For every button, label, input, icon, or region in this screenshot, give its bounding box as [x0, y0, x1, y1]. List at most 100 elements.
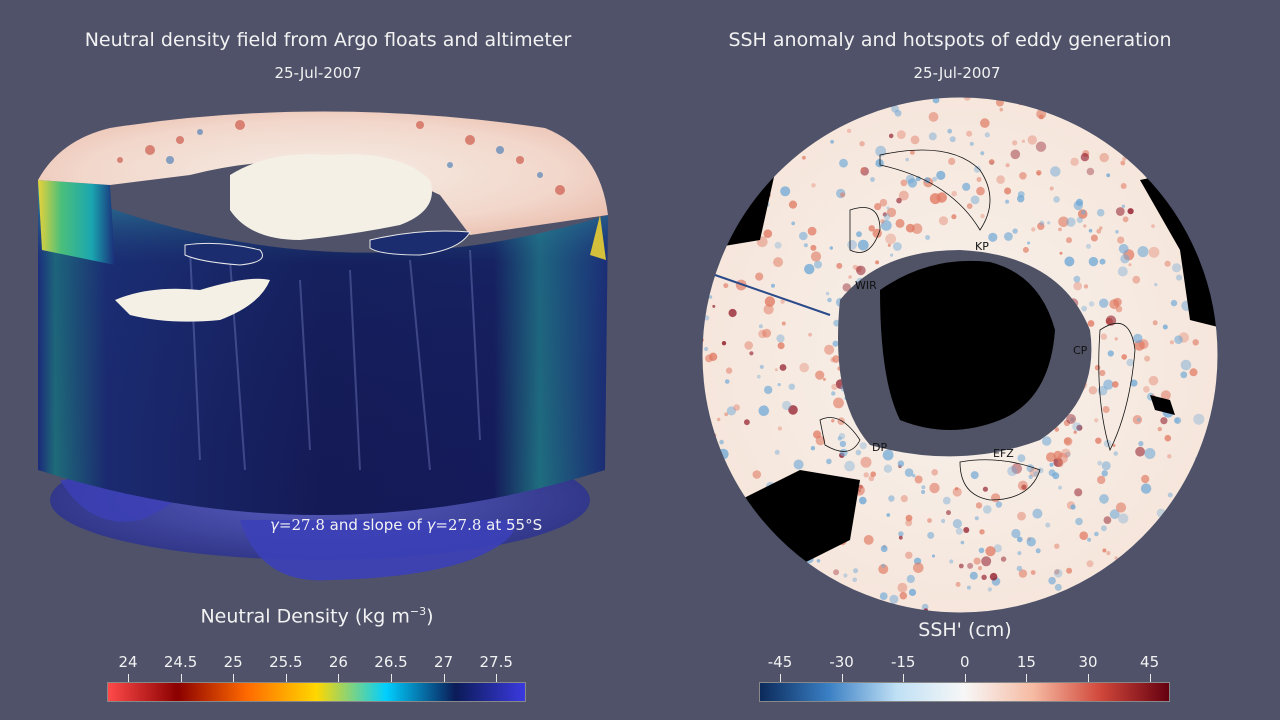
- ssh-anomaly-speckle: [976, 186, 985, 196]
- ssh-anomaly-speckle: [1107, 350, 1114, 357]
- ssh-anomaly-speckle: [1115, 207, 1125, 216]
- ssh-anomaly-speckle: [1033, 471, 1039, 477]
- ssh-anomaly-speckle: [914, 475, 923, 484]
- ssh-anomaly-speckle: [1120, 254, 1130, 264]
- ssh-tick-label: 30: [1078, 653, 1098, 671]
- ssh-anomaly-speckle: [1079, 531, 1088, 540]
- ssh-anomaly-speckle: [868, 225, 875, 232]
- ssh-anomaly-speckle: [949, 136, 956, 143]
- ssh-anomaly-speckle: [1094, 364, 1101, 371]
- ssh-anomaly-speckle: [1049, 462, 1054, 467]
- ssh-anomaly-speckle: [927, 518, 932, 523]
- ssh-anomaly-speckle: [1118, 243, 1129, 254]
- ssh-anomaly-speckle: [1174, 417, 1180, 424]
- ssh-anomaly-speckle: [879, 592, 888, 600]
- ssh-anomaly-speckle: [1180, 371, 1188, 379]
- ssh-anomaly-speckle: [712, 304, 716, 308]
- ssh-anomaly-speckle: [749, 351, 754, 356]
- ssh-anomaly-speckle: [966, 585, 971, 590]
- ssh-anomaly-speckle: [882, 449, 894, 461]
- ssh-anomaly-speckle: [1102, 406, 1110, 413]
- ssh-anomaly-speckle: [1164, 434, 1172, 442]
- ssh-anomaly-speckle: [1112, 444, 1116, 447]
- ssh-anomaly-speckle: [1160, 390, 1171, 401]
- ssh-anomaly-speckle: [925, 235, 931, 240]
- ssh-anomaly-speckle: [1070, 504, 1076, 510]
- ssh-anomaly-speckle: [888, 495, 895, 502]
- ssh-anomaly-speckle: [1070, 417, 1075, 422]
- ssh-anomaly-speckle: [780, 186, 791, 197]
- ssh-anomaly-speckle: [724, 412, 729, 417]
- ssh-anomaly-speckle: [1072, 422, 1082, 432]
- ssh-anomaly-speckle: [1148, 375, 1159, 386]
- ssh-anomaly-speckle: [975, 502, 983, 509]
- ssh-anomaly-speckle: [788, 405, 798, 415]
- ssh-anomaly-speckle: [1120, 183, 1127, 189]
- ssh-anomaly-speckle: [928, 132, 937, 141]
- ssh-anomaly-speckle: [1039, 220, 1045, 226]
- ssh-anomaly-speckle: [719, 439, 724, 445]
- ssh-anomaly-speckle: [1022, 246, 1029, 253]
- ssh-anomaly-speckle: [1099, 494, 1109, 504]
- density-tick-mark: [391, 674, 392, 682]
- ssh-anomaly-speckle: [780, 299, 785, 304]
- ssh-tick-mark: [1149, 674, 1151, 682]
- density-tick-mark: [285, 674, 287, 682]
- ssh-anomaly-speckle: [1133, 333, 1143, 344]
- ssh-anomaly-speckle: [777, 342, 785, 350]
- ssh-anomaly-speckle: [1083, 284, 1089, 289]
- ssh-anomaly-speckle: [896, 197, 902, 204]
- density-colorbar: [107, 682, 526, 702]
- ssh-anomaly-speckle: [1011, 463, 1023, 474]
- ssh-anomaly-speckle: [946, 510, 951, 516]
- region-label-dp: DP: [872, 441, 888, 454]
- ssh-anomaly-speckle: [1120, 160, 1126, 166]
- ssh-anomaly-speckle: [881, 563, 886, 568]
- ssh-anomaly-speckle: [726, 406, 737, 416]
- ssh-anomaly-speckle: [1088, 256, 1099, 267]
- ssh-anomaly-speckle: [941, 518, 946, 524]
- ssh-anomaly-speckle: [1027, 135, 1038, 145]
- ssh-anomaly-speckle: [952, 487, 962, 497]
- ssh-anomaly-speckle: [1028, 474, 1033, 479]
- ssh-anomaly-speckle: [1118, 513, 1129, 524]
- ssh-anomaly-speckle: [1174, 335, 1183, 345]
- ssh-anomaly-speckle: [1054, 583, 1062, 591]
- ssh-anomaly-speckle: [1099, 152, 1109, 163]
- annotation-tail-text: at 55°S: [481, 516, 543, 534]
- ssh-anomaly-speckle: [721, 341, 727, 346]
- ssh-anomaly-speckle: [1065, 451, 1071, 458]
- ssh-anomaly-speckle: [981, 556, 992, 567]
- ssh-anomaly-speckle: [1063, 437, 1071, 445]
- ssh-anomaly-speckle: [1035, 141, 1047, 152]
- ssh-anomaly-speckle: [1026, 537, 1036, 547]
- ssh-anomaly-speckle: [1141, 474, 1150, 484]
- ssh-anomaly-speckle: [799, 231, 808, 241]
- ssh-anomaly-speckle: [908, 588, 917, 597]
- ssh-anomaly-speckle: [833, 569, 840, 576]
- ssh-anomaly-speckle: [1167, 454, 1172, 459]
- ssh-anomaly-speckle: [1121, 354, 1127, 360]
- ssh-anomaly-speckle: [889, 594, 899, 604]
- ssh-anomaly-speckle: [1162, 324, 1168, 330]
- ssh-anomaly-speckle: [1011, 528, 1021, 539]
- ssh-anomaly-speckle: [910, 135, 920, 145]
- ssh-anomaly-speckle: [895, 218, 905, 228]
- ssh-anomaly-speckle: [1094, 531, 1099, 537]
- ssh-anomaly-speckle: [1047, 221, 1051, 225]
- ssh-anomaly-speckle: [856, 265, 866, 276]
- ssh-anomaly-speckle: [1127, 208, 1134, 215]
- ssh-anomaly-speckle: [890, 253, 894, 257]
- ssh-anomaly-speckle: [955, 527, 963, 535]
- ssh-anomaly-speckle: [949, 559, 954, 564]
- ssh-anomaly-speckle: [880, 545, 888, 553]
- ssh-anomaly-speckle: [860, 167, 866, 172]
- ssh-anomaly-speckle: [1122, 156, 1127, 161]
- ssh-tick-mark: [1026, 674, 1028, 682]
- ssh-anomaly-speckle: [758, 329, 767, 339]
- ssh-anomaly-speckle: [758, 324, 763, 329]
- ssh-anomaly-speckle: [1130, 379, 1138, 387]
- ssh-anomaly-speckle: [782, 400, 792, 411]
- ssh-anomaly-speckle: [1157, 426, 1163, 432]
- ssh-anomaly-speckle: [1099, 369, 1106, 377]
